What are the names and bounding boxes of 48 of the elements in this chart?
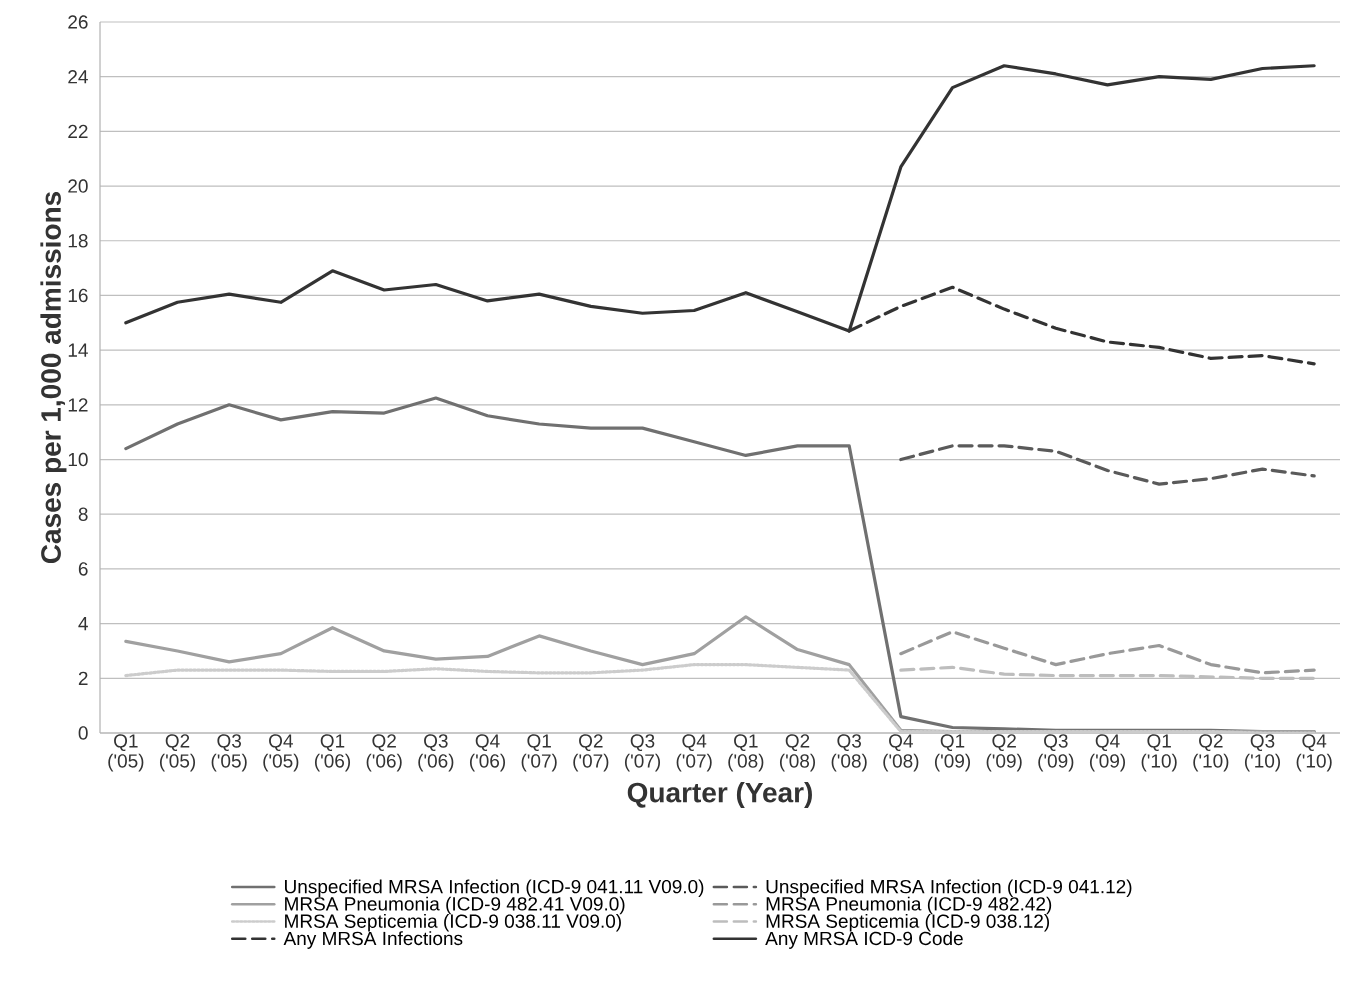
x-tick-label: Q3 ('10) — [1244, 734, 1281, 772]
x-tick-label: Q3 ('09) — [1038, 734, 1074, 772]
legend-label: MRSA Pneumonia (ICD-9 482.42) — [766, 896, 1052, 915]
y-axis-title: Cases per 1,000 admissions — [40, 191, 67, 564]
x-tick-label: Q2 ('08) — [779, 734, 816, 772]
x-tick-label: Q2 ('07) — [573, 734, 609, 772]
legend-label: MRSA Pneumonia (ICD-9 482.41 V09.0) — [285, 896, 625, 915]
x-axis-title: Quarter (Year) — [627, 781, 812, 809]
x-tick-label: Q3 ('06) — [418, 734, 454, 772]
x-tick-label: Q1 ('10) — [1141, 734, 1177, 772]
y-tick-label: 20 — [68, 179, 88, 193]
x-tick-label: Q4 ('07) — [676, 734, 712, 772]
y-tick-label: 24 — [68, 70, 88, 84]
x-tick-label: Q3 ('07) — [624, 734, 661, 772]
line-series — [899, 444, 1316, 486]
x-tick-label: Q3 ('05) — [211, 734, 247, 772]
y-tick-label: 0 — [78, 726, 88, 740]
y-tick-label: 12 — [68, 398, 88, 412]
x-tick-label: Q4 ('09) — [1089, 734, 1126, 772]
x-tick-label: Q4 ('05) — [263, 734, 299, 772]
x-tick-label: Q1 ('06) — [314, 734, 351, 772]
x-tick-label: Q2 ('09) — [986, 734, 1022, 772]
x-tick-label: Q4 ('10) — [1296, 734, 1332, 772]
y-tick-label: 6 — [78, 562, 88, 576]
y-tick-label: 4 — [78, 617, 88, 631]
legend-label: MRSA Septicemia (ICD-9 038.12) — [766, 913, 1050, 932]
y-tick-label: 22 — [68, 124, 88, 139]
legend-label: Any MRSA ICD-9 Code — [765, 931, 963, 949]
x-tick-label: Q2 ('06) — [366, 734, 402, 772]
x-tick-label: Q4 ('06) — [469, 734, 506, 772]
x-tick-label: Q3 ('08) — [831, 734, 867, 772]
y-tick-label: 14 — [68, 343, 88, 357]
y-tick-label: 18 — [68, 234, 88, 248]
x-tick-label: Q1 ('05) — [108, 734, 144, 772]
y-tick-label: 26 — [68, 15, 88, 29]
line-series — [899, 630, 1316, 675]
x-tick-label: Q1 ('08) — [728, 734, 764, 772]
y-tick-label: 2 — [78, 671, 88, 685]
y-tick-label: 10 — [68, 452, 88, 467]
legend-label: Any MRSA Infections — [283, 931, 463, 949]
y-tick-label: 16 — [68, 288, 88, 303]
legend-label: MRSA Septicemia (ICD-9 038.11 V09.0) — [285, 913, 621, 932]
y-tick-label: 8 — [78, 507, 88, 521]
x-tick-label: Q2 ('10) — [1193, 734, 1229, 772]
x-tick-label: Q4 ('08) — [883, 734, 919, 772]
x-tick-label: Q2 ('05) — [159, 734, 196, 772]
x-tick-label: Q1 ('09) — [934, 734, 971, 772]
x-tick-label: Q1 ('07) — [521, 734, 557, 772]
